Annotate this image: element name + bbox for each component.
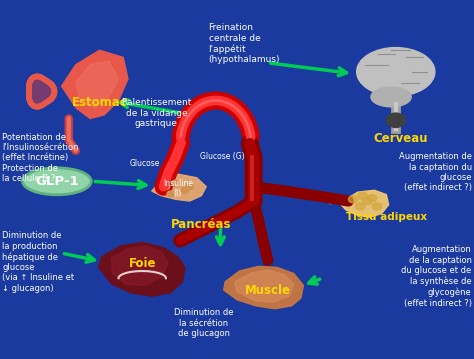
Polygon shape [62, 50, 128, 118]
Text: Foie: Foie [128, 257, 156, 270]
Polygon shape [99, 242, 185, 296]
Text: Pancréas: Pancréas [171, 218, 232, 231]
Circle shape [367, 195, 377, 202]
Polygon shape [224, 266, 303, 309]
Text: GLP-1: GLP-1 [35, 175, 79, 188]
Text: Potentiation de
l'Insulinosécrétion
(effet Incrétine)
Protection de
la cellule B: Potentiation de l'Insulinosécrétion (eff… [2, 133, 79, 183]
Polygon shape [111, 246, 168, 285]
Text: Diminution de
la production
hépatique de
glucose
(via ↑ Insuline et
↓ glucagon): Diminution de la production hépatique de… [2, 231, 74, 293]
Text: Augmentation
de la captation
du glucose et de
la synthèse de
glycogène
(effet in: Augmentation de la captation du glucose … [401, 245, 472, 308]
Polygon shape [76, 61, 118, 108]
Polygon shape [29, 76, 55, 107]
Text: Augmentation de
la captation du
glucose
(effet indirect ?): Augmentation de la captation du glucose … [399, 152, 472, 192]
Text: Glucose (G): Glucose (G) [201, 151, 245, 161]
Circle shape [348, 196, 358, 203]
Ellipse shape [371, 87, 411, 107]
Polygon shape [235, 270, 294, 302]
Circle shape [358, 192, 367, 199]
Text: Ralentissement
de la vidange
gastrique: Ralentissement de la vidange gastrique [121, 98, 191, 128]
Text: Tissu adipeux: Tissu adipeux [346, 212, 427, 222]
Text: Diminution de
la sécrétion
de glucagon: Diminution de la sécrétion de glucagon [174, 308, 234, 338]
Circle shape [181, 187, 189, 193]
Circle shape [186, 184, 193, 190]
Text: Glucose: Glucose [129, 159, 160, 168]
Text: Muscle: Muscle [245, 284, 291, 297]
Text: Freination
centrale de
l'appétit
(hypothalamus): Freination centrale de l'appétit (hypoth… [209, 23, 280, 64]
Polygon shape [152, 174, 206, 201]
Circle shape [372, 203, 382, 210]
Ellipse shape [23, 168, 91, 195]
Ellipse shape [356, 47, 435, 96]
Circle shape [363, 197, 372, 205]
Circle shape [167, 191, 174, 197]
Circle shape [162, 184, 170, 190]
Text: Cerveau: Cerveau [374, 132, 428, 145]
Circle shape [386, 113, 405, 127]
Circle shape [172, 180, 179, 186]
Polygon shape [340, 190, 389, 217]
Circle shape [356, 203, 365, 210]
Text: Insuline
(I): Insuline (I) [163, 179, 193, 198]
Text: Estomac: Estomac [72, 96, 128, 109]
